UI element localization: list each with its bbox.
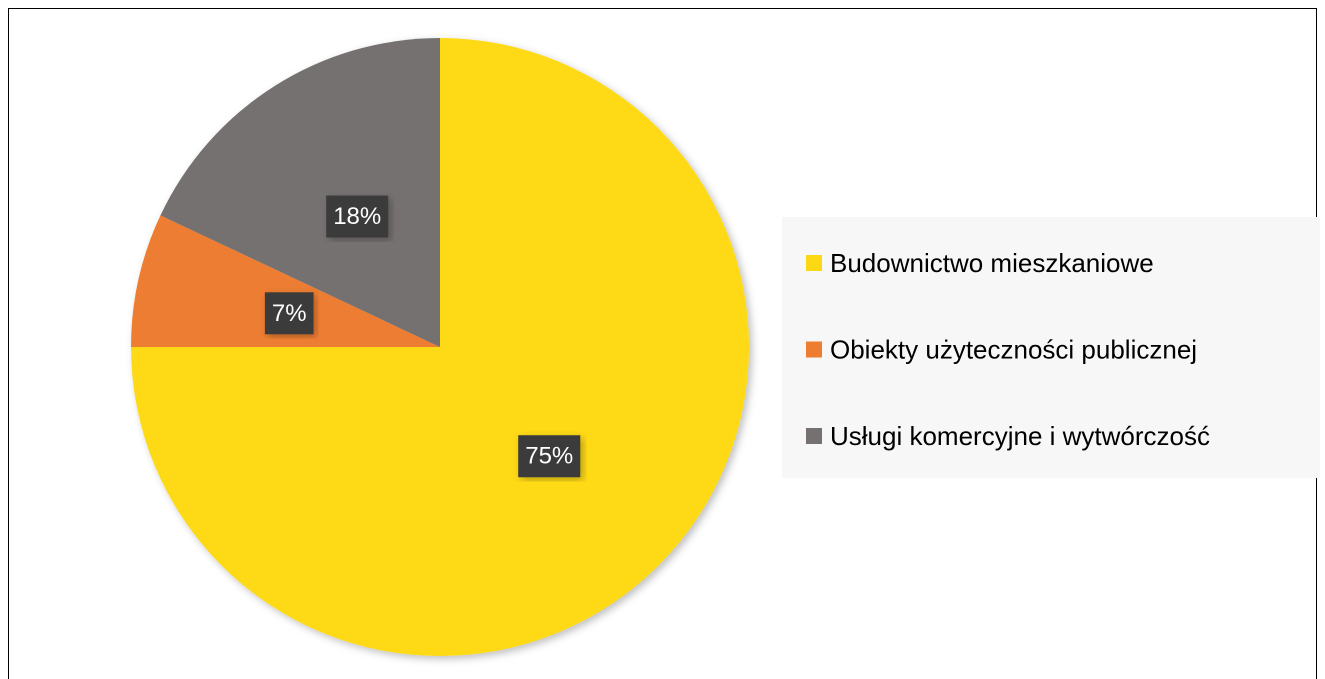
data-label-box [518,435,581,478]
legend-swatch [806,341,822,358]
pie [131,38,749,656]
legend-box [782,217,1320,478]
legend-swatch [806,428,822,444]
data-label: 7% [272,300,307,327]
pie-slice [131,215,440,347]
pie-slice [160,38,440,347]
legend-label: Obiekty użyteczności publicznej [830,335,1197,365]
legend-label: Budownictwo mieszkaniowe [830,248,1154,278]
data-label: 18% [333,203,381,230]
data-label-box [326,195,389,238]
legend-label: Usługi komercyjne i wytwórczość [830,421,1210,451]
data-label: 75% [525,443,573,470]
legend-swatch [806,255,822,271]
data-label-box [264,292,314,335]
